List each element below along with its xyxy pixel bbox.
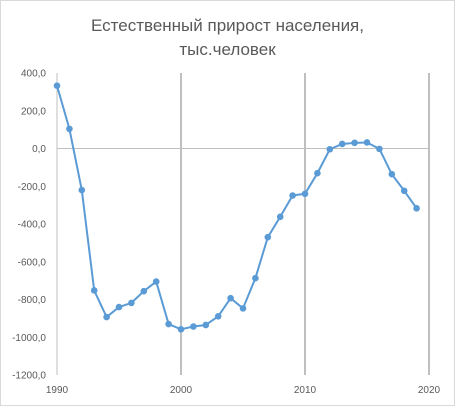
y-tick-label: 400,0 [21, 69, 46, 80]
y-tick-label: -1200,0 [12, 371, 46, 382]
y-tick-label: -600,0 [18, 257, 47, 268]
x-tick-label: 2000 [170, 385, 193, 396]
data-point [276, 213, 284, 221]
data-point [140, 287, 148, 295]
y-tick-label: -200,0 [18, 182, 47, 193]
chart-title-line-1: Естественный прирост населения, [91, 16, 364, 35]
data-point [227, 294, 234, 302]
data-point [338, 140, 346, 148]
y-tick-label: 200,0 [21, 106, 46, 117]
data-point [214, 312, 222, 320]
data-point [190, 323, 197, 330]
data-point [128, 299, 135, 307]
y-tick-label: -800,0 [18, 295, 47, 306]
data-point [252, 274, 259, 282]
data-point [103, 313, 110, 321]
data-point [376, 145, 383, 153]
data-point [53, 82, 61, 89]
chart-title-line-2: тыс.человек [179, 40, 276, 59]
x-tick-label: 2020 [418, 385, 441, 396]
data-point [301, 190, 309, 198]
data-point [413, 205, 420, 212]
x-tick-label: 2010 [294, 385, 317, 396]
data-point [78, 186, 86, 194]
data-point [363, 139, 371, 146]
y-tick-label: -1000,0 [12, 333, 46, 344]
data-point [264, 233, 272, 241]
data-point [400, 187, 408, 195]
data-point [66, 125, 73, 133]
data-point [152, 278, 160, 285]
data-point [289, 192, 296, 199]
data-point [177, 326, 185, 333]
x-tick-label: 1990 [46, 385, 69, 396]
data-point [388, 170, 396, 178]
data-point [351, 139, 358, 147]
data-point [239, 305, 247, 312]
data-point [90, 287, 98, 294]
y-tick-label: -400,0 [18, 220, 47, 231]
data-point [202, 321, 210, 329]
series-line [56, 85, 418, 331]
data-point [314, 169, 321, 177]
y-tick-label: 0,0 [32, 144, 46, 155]
data-point [326, 145, 334, 153]
data-point [115, 303, 123, 311]
data-point [165, 320, 172, 328]
